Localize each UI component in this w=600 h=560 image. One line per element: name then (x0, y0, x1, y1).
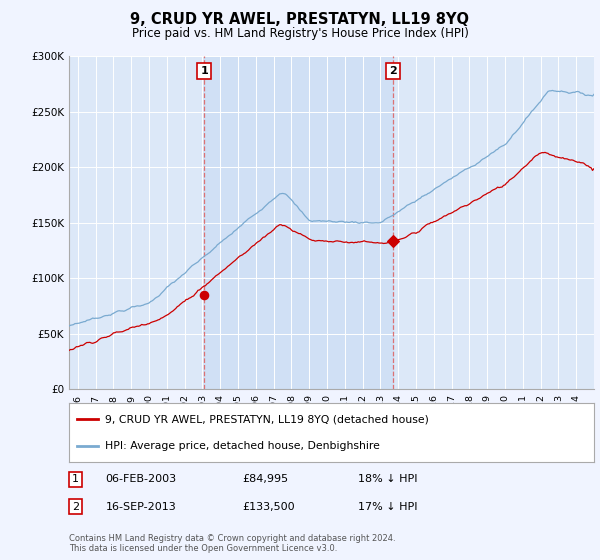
Text: £84,995: £84,995 (242, 474, 289, 484)
Text: HPI: Average price, detached house, Denbighshire: HPI: Average price, detached house, Denb… (105, 441, 380, 451)
Text: 1: 1 (200, 66, 208, 76)
Bar (204, 56, 393, 389)
Text: 9, CRUD YR AWEL, PRESTATYN, LL19 8YQ: 9, CRUD YR AWEL, PRESTATYN, LL19 8YQ (131, 12, 470, 27)
Text: 2: 2 (389, 66, 397, 76)
Text: Contains HM Land Registry data © Crown copyright and database right 2024.
This d: Contains HM Land Registry data © Crown c… (69, 534, 395, 553)
Text: 9, CRUD YR AWEL, PRESTATYN, LL19 8YQ (detached house): 9, CRUD YR AWEL, PRESTATYN, LL19 8YQ (de… (105, 414, 428, 424)
Text: 16-SEP-2013: 16-SEP-2013 (106, 502, 176, 512)
Text: 06-FEB-2003: 06-FEB-2003 (106, 474, 177, 484)
Point (388, 236, 398, 245)
Text: 18% ↓ HPI: 18% ↓ HPI (358, 474, 417, 484)
Text: Price paid vs. HM Land Registry's House Price Index (HPI): Price paid vs. HM Land Registry's House … (131, 27, 469, 40)
Text: 1: 1 (72, 474, 79, 484)
Text: 2: 2 (72, 502, 79, 512)
Point (199, 290, 209, 299)
Text: 17% ↓ HPI: 17% ↓ HPI (358, 502, 417, 512)
Text: £133,500: £133,500 (242, 502, 295, 512)
